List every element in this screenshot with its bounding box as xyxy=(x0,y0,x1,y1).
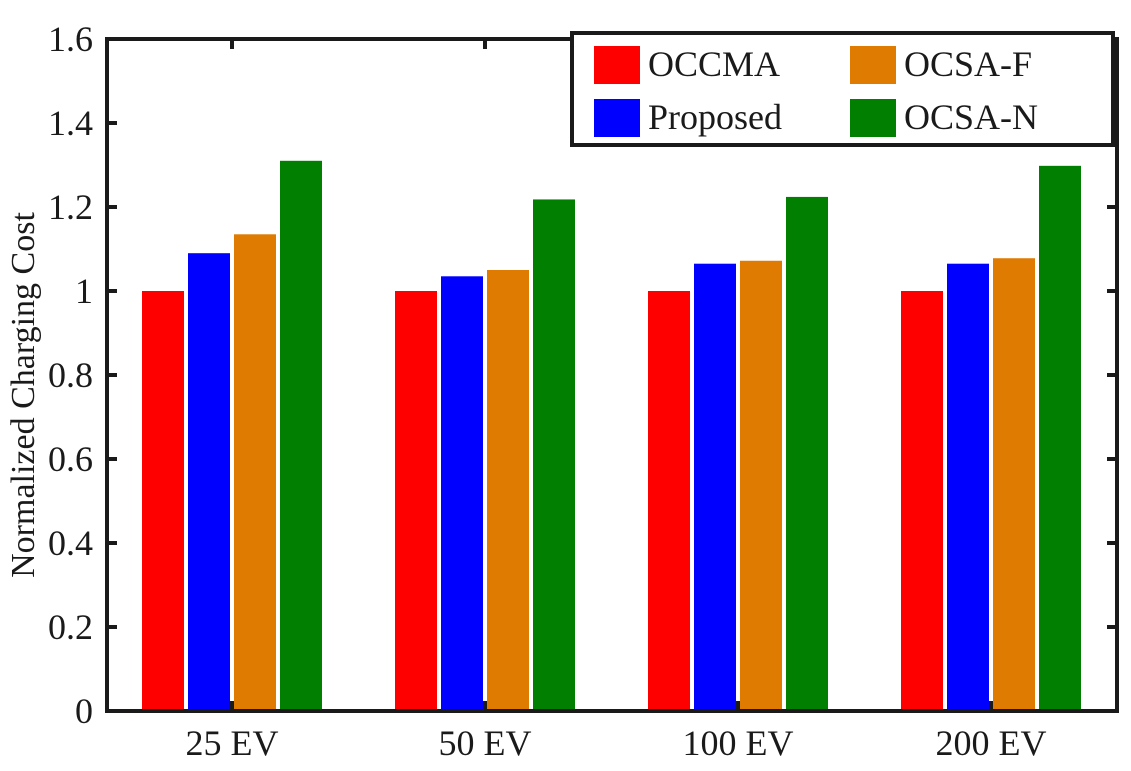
y-tick-label: 0.2 xyxy=(48,607,93,647)
bar-proposed-200-ev xyxy=(947,263,989,711)
bar-occma-100-ev xyxy=(648,291,690,711)
legend-swatch-ocsa-f xyxy=(850,46,896,84)
y-tick-label: 0.4 xyxy=(48,523,93,563)
y-tick-label: 0.6 xyxy=(48,439,93,479)
y-tick-label: 0 xyxy=(75,691,93,731)
y-tick-label: 1.2 xyxy=(48,187,93,227)
y-ticks-group: 0 0.2 0.4 0.6 0.8 1 1.2 1.4 1.6 xyxy=(48,19,1117,731)
bar-ocsa-f-100-ev xyxy=(740,260,782,711)
legend-swatch-proposed xyxy=(594,99,640,137)
bar-ocsa-f-200-ev xyxy=(993,258,1035,711)
bar-ocsa-n-25-ev xyxy=(280,160,322,712)
y-tick-label: 1.6 xyxy=(48,19,93,59)
bar-ocsa-f-50-ev xyxy=(487,270,529,711)
legend-label-proposed: Proposed xyxy=(648,97,782,137)
legend-box xyxy=(570,31,1115,147)
bar-ocsa-n-100-ev xyxy=(786,196,828,712)
bar-occma-25-ev xyxy=(142,291,184,711)
bar-ocsa-n-200-ev xyxy=(1039,165,1081,712)
y-tick-label: 1.4 xyxy=(48,103,93,143)
legend: OCCMA OCSA-F Proposed OCSA-N xyxy=(570,31,1115,147)
y-tick-label: 0.8 xyxy=(48,355,93,395)
bar-occma-200-ev xyxy=(901,291,943,711)
legend-swatch-occma xyxy=(594,46,640,84)
legend-label-occma: OCCMA xyxy=(648,44,780,84)
bar-proposed-50-ev xyxy=(441,276,483,711)
x-tick-label: 100 EV xyxy=(683,723,794,763)
bar-ocsa-f-25-ev xyxy=(234,234,276,712)
bar-proposed-25-ev xyxy=(188,253,230,711)
y-axis-title: Normalized Charging Cost xyxy=(5,212,42,578)
x-tick-label: 200 EV xyxy=(936,723,1047,763)
legend-swatch-ocsa-n xyxy=(850,99,896,137)
bars-group xyxy=(142,160,1081,712)
legend-label-ocsa-n: OCSA-N xyxy=(904,97,1038,137)
bar-proposed-100-ev xyxy=(694,263,736,711)
x-tick-label: 50 EV xyxy=(439,723,532,763)
x-ticks-group: 25 EV 50 EV 100 EV 200 EV xyxy=(186,39,1047,763)
bar-ocsa-n-50-ev xyxy=(533,199,575,711)
bar-occma-50-ev xyxy=(395,291,437,711)
y-tick-label: 1 xyxy=(75,271,93,311)
legend-label-ocsa-f: OCSA-F xyxy=(904,44,1032,84)
x-tick-label: 25 EV xyxy=(186,723,279,763)
